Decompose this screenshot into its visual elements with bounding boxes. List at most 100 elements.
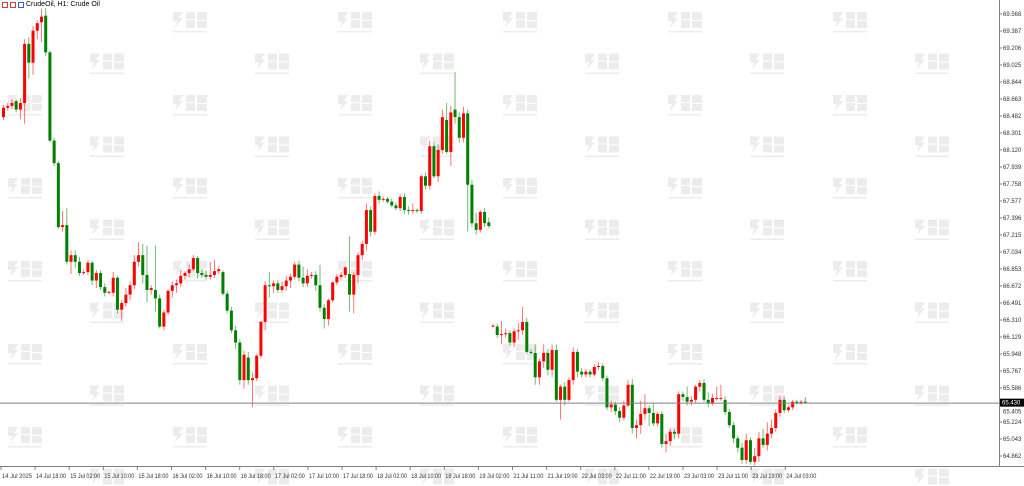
candle-body: [356, 255, 360, 275]
candle-body: [364, 210, 368, 244]
candle-body: [48, 52, 52, 141]
candle-body: [373, 196, 377, 232]
y-tick-label: 65.948: [1003, 352, 1022, 358]
candle-body: [145, 274, 149, 290]
candle-body: [305, 275, 309, 284]
candle-body: [495, 326, 499, 336]
y-tick-label: 68.120: [1003, 148, 1022, 154]
candle-body: [82, 272, 86, 274]
candle-body: [10, 103, 14, 106]
watermark-logo: [90, 219, 124, 240]
candle-body: [597, 366, 601, 368]
watermark-logo: [668, 344, 702, 365]
watermark-logo: [668, 178, 702, 199]
candle: [710, 394, 714, 406]
watermark-logo: [90, 468, 124, 485]
candle: [242, 350, 246, 389]
chart-window-icon[interactable]: [2, 1, 8, 8]
candle-body: [457, 117, 461, 138]
x-tick-label: 16 Jul 18:00: [241, 474, 272, 480]
candle: [18, 98, 22, 120]
candle: [27, 37, 31, 79]
candle-body: [56, 163, 60, 228]
candle-body: [478, 211, 482, 230]
candle: [677, 391, 681, 439]
candle-body: [499, 334, 503, 336]
watermark-logo: [585, 302, 619, 323]
y-tick-label: 68.663: [1003, 97, 1022, 103]
x-tick-label: 17 Jul 10:00: [309, 474, 340, 480]
price-axis[interactable]: 69.568 69.387 69.206 69.025 68.844 68.663 68.4…: [999, 12, 1022, 460]
candle-body: [398, 196, 402, 209]
watermark-logo: [8, 261, 42, 282]
candle-body: [225, 293, 229, 311]
time-axis[interactable]: 14 Jul 2025 14 Jul 18:00 15 Jul 02:00 15 Ju…: [0, 466, 817, 480]
candle-body: [255, 355, 259, 379]
candle: [44, 1, 48, 57]
candle: [453, 72, 457, 124]
candle: [786, 405, 790, 413]
candle-body: [187, 269, 191, 274]
candle-body: [723, 399, 727, 413]
candle: [618, 407, 622, 423]
candle-body: [386, 198, 390, 202]
candle: [356, 252, 360, 284]
candle: [698, 380, 702, 392]
candle-body: [297, 264, 301, 278]
candle: [6, 103, 10, 111]
candle-body: [559, 386, 563, 400]
candle: [360, 241, 364, 260]
candle: [339, 272, 343, 280]
candle: [651, 403, 655, 427]
candle: [753, 447, 757, 466]
candle: [364, 203, 368, 251]
candle-body: [263, 285, 267, 322]
candle: [508, 330, 512, 346]
watermark-logo: [585, 468, 619, 485]
candle-body: [584, 371, 588, 375]
candle: [567, 377, 571, 402]
watermark-logo: [90, 136, 124, 157]
candle: [322, 304, 326, 329]
x-tick-label: 16 Jul 02:00: [173, 474, 204, 480]
candle-body: [132, 261, 136, 286]
y-tick-label: 66.310: [1003, 318, 1022, 324]
watermark-logo: [90, 385, 124, 406]
candle-body: [377, 196, 381, 200]
candle: [457, 112, 461, 143]
y-tick-label: 66.853: [1003, 267, 1022, 273]
candle: [537, 358, 541, 385]
candle-body: [706, 399, 710, 404]
candle: [65, 208, 69, 265]
candle: [238, 339, 242, 385]
candle-body: [14, 101, 18, 110]
candle: [246, 351, 250, 385]
candle-body: [149, 288, 153, 290]
candle-body: [668, 431, 672, 442]
watermark-logo: [833, 344, 867, 365]
candle-body: [39, 16, 43, 23]
candle: [90, 260, 94, 286]
candle-body: [765, 433, 769, 445]
candle-body: [153, 289, 157, 299]
candle-body: [672, 431, 676, 434]
candle: [605, 375, 609, 411]
candle-body: [753, 456, 757, 462]
candle: [491, 323, 495, 328]
candle: [512, 328, 516, 348]
candle: [115, 275, 119, 314]
chart-window-icon[interactable]: [10, 1, 16, 8]
chart-window-icon[interactable]: [18, 1, 24, 8]
y-tick-label: 65.043: [1003, 437, 1022, 443]
candle-body: [786, 407, 790, 411]
watermark-logo: [338, 12, 372, 33]
candle: [402, 193, 406, 214]
watermark-logo: [255, 468, 289, 485]
candle-body: [613, 404, 617, 412]
candle: [196, 256, 200, 279]
candle-body: [592, 366, 596, 375]
candle-body: [229, 310, 233, 331]
candle: [803, 397, 807, 404]
candle: [352, 272, 356, 314]
